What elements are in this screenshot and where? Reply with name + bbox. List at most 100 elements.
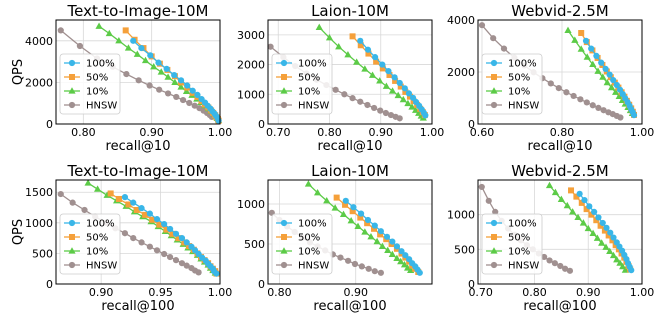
chart-2-legend-marker-50% xyxy=(491,74,497,80)
chart-5-legend-marker-HNSW xyxy=(490,261,498,269)
chart-1-point-100%-5 xyxy=(391,74,398,81)
chart-3-ytick-label-1: 500 xyxy=(32,247,53,260)
chart-0-point-10%-11 xyxy=(182,87,191,94)
chart-2-point-10%-7 xyxy=(603,78,611,86)
chart-3-point-100%-1 xyxy=(130,199,137,206)
chart-1-point-50%-9 xyxy=(406,93,413,100)
chart-4-legend-label-100%: 100% xyxy=(298,219,327,230)
chart-1-point-HNSW-7 xyxy=(341,91,348,98)
chart-5-point-100%-4 xyxy=(595,214,602,221)
chart-4-point-10%-11 xyxy=(384,246,392,253)
chart-1-point-50%-1 xyxy=(357,42,364,49)
panel-laion-10m-recall10: 0.70 0.80 0.90 1.00 0 1000 2000 3000 Laion-10M re… xyxy=(237,2,444,154)
chart-0-title: Text-to-Image-10M xyxy=(67,2,209,20)
panel-laion-10m-recall100: 0.80 0.90 0 500 1000 Laion-10M recall@100 100% 5… xyxy=(237,162,433,314)
chart-2-title: Webvid-2.5M xyxy=(511,2,608,20)
chart-2-legend-marker-10% xyxy=(490,87,498,94)
chart-2-point-100%-7 xyxy=(613,81,620,89)
chart-3-point-100%-2 xyxy=(138,205,145,212)
chart-1-point-HNSW-11 xyxy=(370,104,378,112)
chart-2-legend-box xyxy=(481,53,543,115)
chart-3-point-50%-1 xyxy=(115,195,122,202)
chart-2-legend-label-100%: 100% xyxy=(508,59,537,70)
chart-5-legend: 100% 50% 10% HNSW xyxy=(481,213,543,275)
chart-5-point-HNSW-2 xyxy=(492,208,499,215)
chart-3-point-HNSW-1 xyxy=(69,199,76,206)
chart-2-point-10%-2 xyxy=(577,45,585,52)
chart-0-point-HNSW-0 xyxy=(57,27,64,34)
chart-5-point-10%-17 xyxy=(621,266,629,273)
chart-0-point-HNSW-1 xyxy=(76,42,84,50)
chart-2-point-HNSW-8 xyxy=(555,85,562,92)
chart-4-point-100%-5 xyxy=(377,228,384,235)
chart-0-point-10%-9 xyxy=(171,78,179,85)
chart-3-point-HNSW-2 xyxy=(81,206,88,214)
chart-2-point-HNSW-7 xyxy=(547,80,554,87)
chart-0-point-HNSW-9 xyxy=(173,93,180,101)
chart-3-legend-label-50%: 50% xyxy=(86,233,108,244)
chart-0-point-10%-4 xyxy=(133,50,141,57)
chart-5-point-100%-16 xyxy=(628,267,635,274)
chart-4-point-10%-5 xyxy=(347,217,355,224)
chart-3-legend-label-10%: 10% xyxy=(86,247,108,258)
chart-0-point-10%-1 xyxy=(105,29,113,37)
chart-3-point-HNSW-12 xyxy=(166,253,174,261)
chart-1-xtick-label-3: 1.00 xyxy=(420,126,445,139)
chart-3-point-50%-8 xyxy=(169,230,176,237)
chart-1-point-100%-8 xyxy=(405,90,413,97)
chart-5-legend-label-10%: 10% xyxy=(508,247,530,258)
chart-1-point-HNSW-6 xyxy=(332,86,339,93)
chart-0-point-HNSW-12 xyxy=(191,102,198,109)
chart-0-point-HNSW-11 xyxy=(186,99,193,107)
chart-0-point-100%-4 xyxy=(163,65,170,72)
chart-1-point-100%-0 xyxy=(357,37,364,44)
chart-5-point-HNSW-14 xyxy=(562,265,569,272)
chart-3-xtick-label-1: 0.95 xyxy=(148,286,173,299)
chart-1-point-50%-4 xyxy=(379,65,386,72)
chart-5-point-100%-8 xyxy=(610,234,617,241)
chart-4-point-100%-9 xyxy=(398,248,405,255)
chart-0-point-HNSW-5 xyxy=(135,77,142,84)
chart-4-point-100%-8 xyxy=(393,243,401,250)
chart-0-legend-label-10%: 10% xyxy=(86,87,108,98)
chart-4-point-HNSW-13 xyxy=(365,265,372,272)
chart-2-point-10%-10 xyxy=(615,92,623,100)
chart-3-ytick-label-2: 1000 xyxy=(25,217,53,230)
chart-4-point-10%-1 xyxy=(313,189,322,196)
chart-5-point-10%-11 xyxy=(602,243,610,250)
chart-3-point-HNSW-14 xyxy=(178,260,186,267)
chart-0-point-100%-7 xyxy=(184,82,191,89)
chart-3-point-100%-19 xyxy=(213,270,220,277)
chart-2-point-HNSW-15 xyxy=(600,107,607,114)
chart-4-point-HNSW-10 xyxy=(344,257,352,264)
chart-3-point-100%-3 xyxy=(146,210,153,217)
chart-4-ytick-label-0: 0 xyxy=(258,278,265,291)
chart-1-point-10%-5 xyxy=(361,65,369,72)
chart-4-point-100%-0 xyxy=(342,197,349,204)
chart-3-frame xyxy=(55,179,221,285)
chart-4-frame xyxy=(267,179,433,285)
chart-4-point-100%-15 xyxy=(416,269,423,276)
chart-4-point-50%-0 xyxy=(333,194,340,201)
chart-4-point-HNSW-14 xyxy=(371,268,378,275)
chart-4-point-100%-4 xyxy=(371,222,378,229)
chart-3-ytick-label-0: 0 xyxy=(46,278,53,291)
chart-1-point-HNSW-10 xyxy=(364,101,371,109)
chart-5-point-100%-7 xyxy=(607,229,614,236)
chart-5-point-HNSW-13 xyxy=(557,262,564,270)
chart-5-point-50%-6 xyxy=(597,222,604,229)
chart-4-point-50%-4 xyxy=(364,220,371,227)
chart-0-xlabel: recall@10 xyxy=(106,139,171,154)
chart-5-xtick-label-1: 0.80 xyxy=(522,286,547,299)
chart-4-point-HNSW-11 xyxy=(351,260,359,268)
chart-5-point-50%-4 xyxy=(588,211,595,218)
chart-0-point-100%-5 xyxy=(171,72,178,79)
chart-1-point-10%-2 xyxy=(335,42,343,50)
chart-1-ytick-label-1: 1000 xyxy=(237,88,265,101)
chart-3-point-100%-6 xyxy=(166,225,174,233)
chart-5-point-10%-15 xyxy=(616,259,624,266)
chart-4-legend-box xyxy=(271,213,333,275)
chart-4-point-100%-10 xyxy=(402,252,409,259)
chart-2-point-HNSW-9 xyxy=(563,89,570,96)
chart-5-point-10%-14 xyxy=(613,255,621,263)
